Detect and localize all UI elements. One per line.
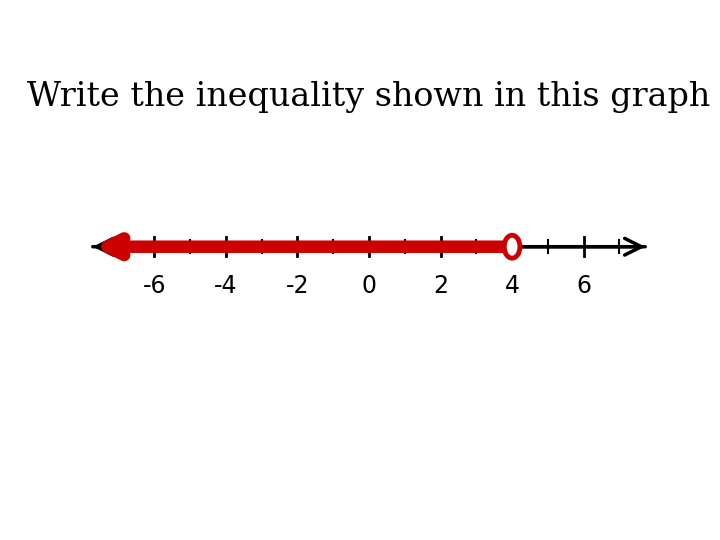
Text: -6: -6	[143, 274, 166, 298]
Circle shape	[504, 235, 520, 258]
Text: 2: 2	[433, 274, 448, 298]
Text: 0: 0	[361, 274, 377, 298]
Text: -4: -4	[214, 274, 238, 298]
Text: 4: 4	[505, 274, 520, 298]
Text: Write the inequality shown in this graph: Write the inequality shown in this graph	[27, 82, 711, 113]
Text: 6: 6	[576, 274, 591, 298]
Text: -2: -2	[286, 274, 309, 298]
